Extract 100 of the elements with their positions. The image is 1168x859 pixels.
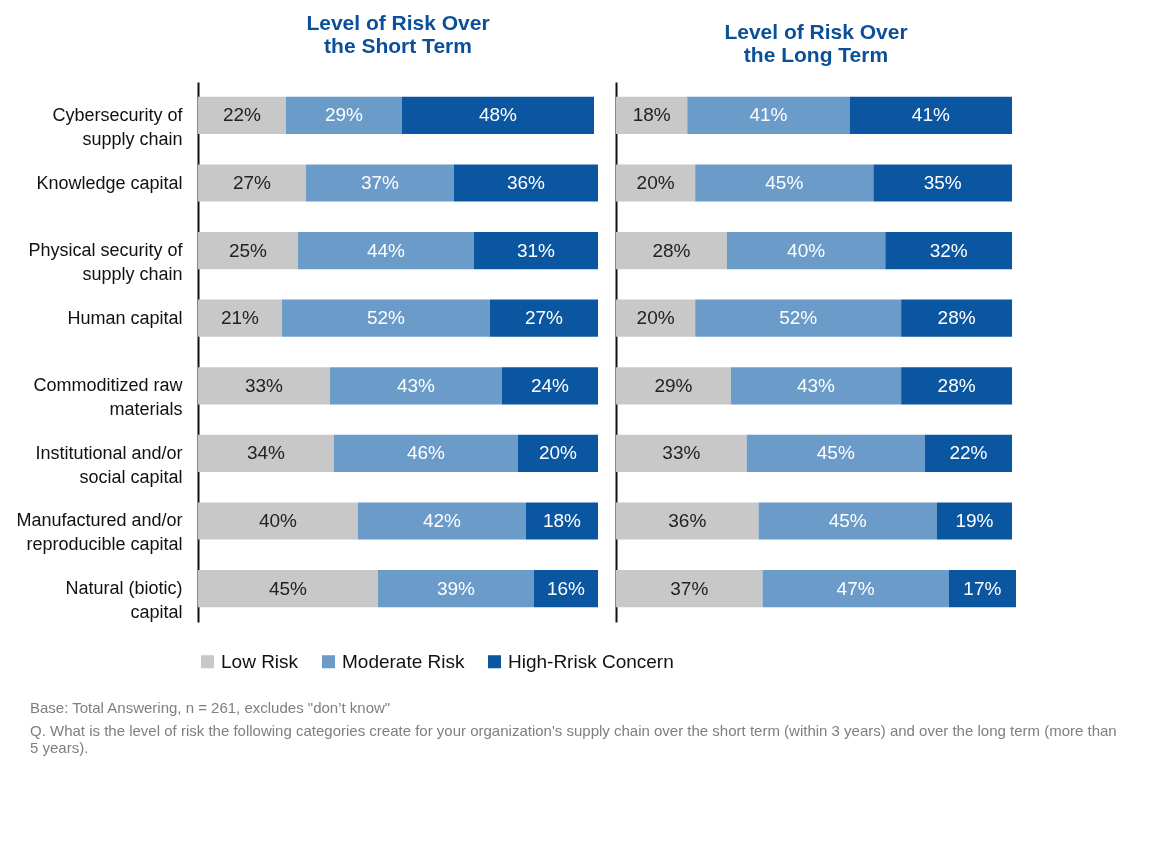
data-label: 45% bbox=[765, 172, 804, 194]
data-label: 44% bbox=[366, 239, 406, 261]
bar bbox=[936, 502, 1013, 540]
data-label: 40% bbox=[787, 239, 826, 261]
bar bbox=[298, 232, 474, 270]
data-label: 45% bbox=[268, 577, 308, 599]
chart-title: Level of Risk Over the Short Term bbox=[306, 11, 490, 57]
data-label: 41% bbox=[749, 104, 788, 126]
bar bbox=[502, 367, 598, 405]
data-label: 52% bbox=[779, 307, 818, 329]
bar bbox=[762, 569, 949, 608]
legend-label: Moderate Risk bbox=[342, 650, 465, 672]
bar bbox=[306, 164, 454, 202]
bar bbox=[687, 96, 850, 135]
data-label: 28% bbox=[652, 239, 691, 261]
bar bbox=[198, 164, 306, 202]
data-label: 18% bbox=[542, 509, 582, 531]
bar bbox=[518, 434, 598, 472]
bar bbox=[758, 502, 937, 540]
data-label: 40% bbox=[258, 509, 298, 531]
bar bbox=[901, 367, 1013, 405]
data-label: 33% bbox=[662, 442, 701, 464]
data-label: 17% bbox=[963, 577, 1002, 599]
bar bbox=[282, 299, 490, 337]
data-label: 52% bbox=[366, 307, 406, 329]
bar bbox=[490, 299, 598, 337]
bar bbox=[402, 96, 594, 135]
bar bbox=[901, 299, 1013, 337]
data-label: 31% bbox=[516, 239, 556, 261]
data-label: 48% bbox=[478, 104, 518, 126]
data-label: 24% bbox=[530, 374, 570, 396]
y-tick-label: Human capital bbox=[67, 307, 183, 328]
y-tick-label: Cybersecurity of supply chain bbox=[52, 104, 184, 149]
bar bbox=[334, 434, 518, 472]
data-label: 32% bbox=[929, 239, 968, 261]
y-tick-label: Physical security of supply chain bbox=[28, 240, 184, 285]
data-label: 27% bbox=[524, 307, 564, 329]
bar bbox=[616, 502, 759, 540]
y-tick-label: Knowledge capital bbox=[36, 172, 183, 193]
bar bbox=[616, 367, 731, 405]
bar bbox=[616, 164, 696, 202]
bar bbox=[948, 569, 1016, 608]
data-label: 41% bbox=[911, 104, 950, 126]
legend-label: Low Risk bbox=[221, 650, 299, 672]
data-label: 28% bbox=[937, 374, 976, 396]
data-label: 42% bbox=[422, 509, 462, 531]
bar bbox=[616, 299, 696, 337]
bar bbox=[730, 367, 902, 405]
data-label: 20% bbox=[636, 172, 675, 194]
data-label: 21% bbox=[220, 307, 260, 329]
data-label: 20% bbox=[636, 307, 675, 329]
bar bbox=[885, 232, 1013, 270]
data-label: 18% bbox=[632, 104, 671, 126]
data-label: 37% bbox=[670, 577, 709, 599]
data-label: 36% bbox=[506, 172, 546, 194]
bar bbox=[616, 569, 763, 608]
bar bbox=[198, 434, 334, 472]
bar bbox=[526, 502, 598, 540]
data-label: 25% bbox=[228, 239, 268, 261]
bar bbox=[378, 569, 534, 608]
bar bbox=[924, 434, 1013, 472]
bar bbox=[695, 299, 902, 337]
data-label: 28% bbox=[937, 307, 976, 329]
bar bbox=[454, 164, 598, 202]
bar bbox=[198, 569, 378, 608]
data-label: 22% bbox=[222, 104, 262, 126]
data-label: 45% bbox=[816, 442, 855, 464]
y-tick-label: Natural (biotic) capital bbox=[65, 578, 183, 623]
text: Q. What is the level of risk the following categories create for your organization's supply chain over the short term (within 3 years) and over the long term (more than 5 years). bbox=[30, 722, 1118, 756]
data-label: 27% bbox=[232, 172, 272, 194]
data-label: 29% bbox=[654, 374, 693, 396]
data-label: 46% bbox=[406, 442, 446, 464]
bar bbox=[198, 502, 358, 540]
data-label: 37% bbox=[360, 172, 400, 194]
data-label: 39% bbox=[436, 577, 476, 599]
bar bbox=[198, 299, 282, 337]
bar bbox=[849, 96, 1013, 135]
bar bbox=[358, 502, 526, 540]
bar bbox=[286, 96, 402, 135]
bar bbox=[330, 367, 502, 405]
bar bbox=[873, 164, 1013, 202]
bar bbox=[474, 232, 598, 270]
y-tick-label: Manufactured and/or reproducible capital bbox=[16, 510, 183, 555]
data-label: 16% bbox=[546, 577, 586, 599]
bar bbox=[198, 96, 286, 135]
data-label: 34% bbox=[246, 442, 286, 464]
bar bbox=[198, 367, 330, 405]
legend-label: High-Rrisk Concern bbox=[508, 650, 674, 672]
data-label: 20% bbox=[538, 442, 578, 464]
data-label: 43% bbox=[396, 374, 436, 396]
data-label: 43% bbox=[796, 374, 836, 396]
bar bbox=[726, 232, 886, 270]
bar bbox=[746, 434, 925, 472]
data-label: 19% bbox=[955, 509, 994, 531]
bar bbox=[198, 232, 298, 270]
bar bbox=[616, 434, 747, 472]
data-label: 36% bbox=[668, 509, 707, 531]
data-label: 33% bbox=[244, 374, 284, 396]
text: Base: Total Answering, n = 261, excludes "don’t know" bbox=[30, 699, 392, 716]
bar bbox=[616, 232, 727, 270]
